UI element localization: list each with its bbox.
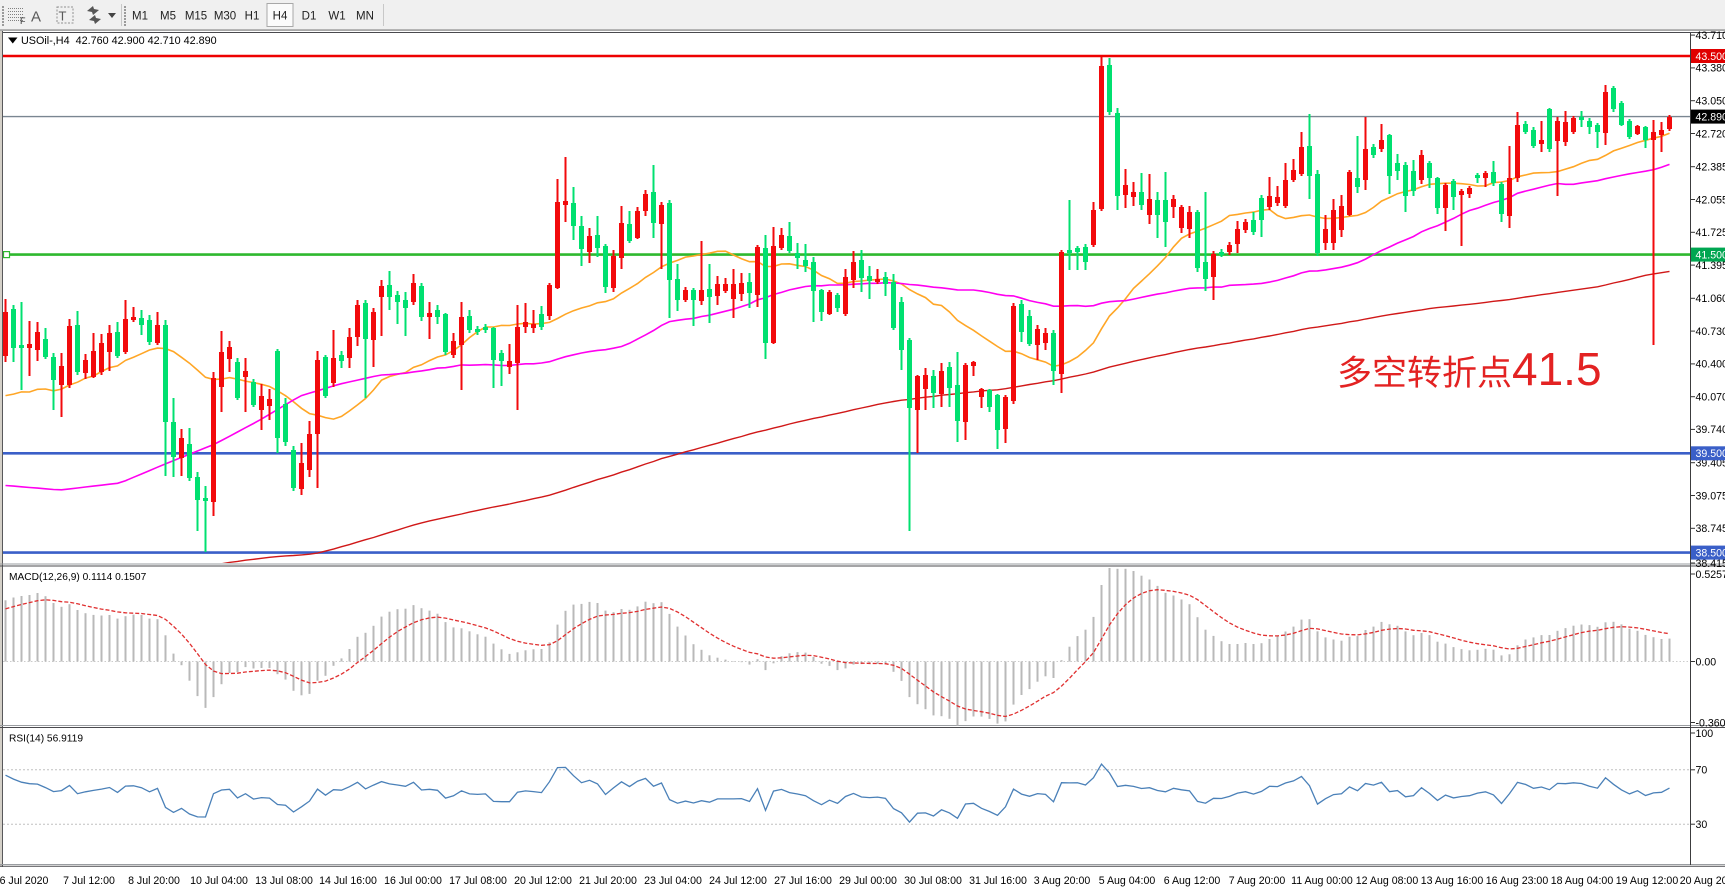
svg-text:0.5257: 0.5257: [1696, 569, 1725, 581]
svg-text:M5: M5: [160, 11, 176, 23]
svg-text:43.050: 43.050: [1696, 96, 1725, 108]
svg-text:M15: M15: [185, 11, 207, 23]
svg-text:41.060: 41.060: [1696, 293, 1725, 305]
svg-text:40.070: 40.070: [1696, 392, 1725, 404]
svg-text:41.5: 41.5: [1512, 343, 1602, 395]
svg-text:42.720: 42.720: [1696, 128, 1725, 140]
svg-text:H1: H1: [245, 11, 260, 23]
svg-text:M1: M1: [132, 11, 148, 23]
svg-text:18 Aug 04:00: 18 Aug 04:00: [1551, 875, 1614, 887]
svg-text:20 Jul 12:00: 20 Jul 12:00: [514, 875, 572, 887]
svg-text:7 Aug 20:00: 7 Aug 20:00: [1229, 875, 1286, 887]
svg-text:11 Aug 00:00: 11 Aug 00:00: [1291, 875, 1353, 887]
svg-text:31 Jul 16:00: 31 Jul 16:00: [969, 875, 1027, 887]
svg-text:3 Aug 20:00: 3 Aug 20:00: [1034, 875, 1091, 887]
svg-text:30 Jul 08:00: 30 Jul 08:00: [904, 875, 962, 887]
svg-text:MACD(12,26,9) 0.1114 0.1507: MACD(12,26,9) 0.1114 0.1507: [9, 572, 147, 583]
svg-text:W1: W1: [328, 11, 345, 23]
svg-text:39.405: 39.405: [1696, 458, 1725, 470]
svg-text:39.500: 39.500: [1696, 448, 1725, 460]
svg-text:70: 70: [1696, 765, 1708, 777]
svg-text:12 Aug 08:00: 12 Aug 08:00: [1356, 875, 1419, 887]
svg-text:20 Aug 20:00: 20 Aug 20:00: [1680, 875, 1725, 887]
svg-text:5 Aug 04:00: 5 Aug 04:00: [1099, 875, 1156, 887]
svg-text:H4: H4: [273, 11, 288, 23]
svg-text:38.500: 38.500: [1696, 547, 1725, 559]
svg-text:16 Aug 23:00: 16 Aug 23:00: [1486, 875, 1549, 887]
svg-text:42.385: 42.385: [1696, 162, 1725, 174]
svg-text:F: F: [20, 16, 26, 26]
svg-text:43.710: 43.710: [1696, 30, 1725, 42]
svg-text:24 Jul 12:00: 24 Jul 12:00: [709, 875, 767, 887]
svg-text:39.740: 39.740: [1696, 424, 1725, 436]
svg-text:6 Aug 12:00: 6 Aug 12:00: [1164, 875, 1221, 887]
svg-text:100: 100: [1696, 728, 1714, 740]
svg-text:19 Aug 12:00: 19 Aug 12:00: [1616, 875, 1679, 887]
svg-text:42.890: 42.890: [1696, 111, 1725, 123]
svg-text:38.415: 38.415: [1696, 558, 1725, 570]
svg-text:39.075: 39.075: [1696, 490, 1725, 502]
svg-text:42.055: 42.055: [1696, 194, 1725, 206]
svg-text:-0.3603: -0.3603: [1696, 717, 1725, 729]
svg-text:T: T: [59, 9, 67, 24]
svg-text:40.400: 40.400: [1696, 359, 1725, 371]
svg-text:41.500: 41.500: [1696, 249, 1725, 261]
svg-text:8 Jul 20:00: 8 Jul 20:00: [128, 875, 180, 887]
svg-text:30: 30: [1696, 819, 1708, 831]
svg-text:41.725: 41.725: [1696, 227, 1725, 239]
svg-text:17 Jul 08:00: 17 Jul 08:00: [449, 875, 507, 887]
svg-text:16 Jul 00:00: 16 Jul 00:00: [384, 875, 442, 887]
svg-text:6 Jul 2020: 6 Jul 2020: [0, 875, 49, 887]
svg-text:13 Jul 08:00: 13 Jul 08:00: [255, 875, 313, 887]
svg-text:43.500: 43.500: [1696, 51, 1725, 63]
svg-text:41.395: 41.395: [1696, 260, 1725, 272]
svg-text:RSI(14) 56.9119: RSI(14) 56.9119: [9, 734, 83, 745]
svg-text:13 Aug 16:00: 13 Aug 16:00: [1421, 875, 1484, 887]
svg-text:10 Jul 04:00: 10 Jul 04:00: [190, 875, 248, 887]
svg-text:21 Jul 20:00: 21 Jul 20:00: [579, 875, 637, 887]
svg-text:29 Jul 00:00: 29 Jul 00:00: [839, 875, 897, 887]
svg-text:A: A: [31, 9, 41, 26]
svg-text:7 Jul 12:00: 7 Jul 12:00: [63, 875, 115, 887]
svg-text:38.745: 38.745: [1696, 523, 1725, 535]
svg-text:M30: M30: [214, 11, 236, 23]
svg-text:43.380: 43.380: [1696, 63, 1725, 75]
svg-text:14 Jul 16:00: 14 Jul 16:00: [319, 875, 377, 887]
svg-text:40.730: 40.730: [1696, 326, 1725, 338]
svg-text:27 Jul 16:00: 27 Jul 16:00: [774, 875, 832, 887]
svg-text:0.00: 0.00: [1696, 656, 1717, 668]
svg-text:MN: MN: [356, 11, 374, 23]
svg-text:D1: D1: [302, 11, 317, 23]
svg-text:23 Jul 04:00: 23 Jul 04:00: [644, 875, 702, 887]
svg-text:USOil-,H4 42.760 42.900 42.71: USOil-,H4 42.760 42.900 42.710 42.890: [21, 35, 217, 47]
